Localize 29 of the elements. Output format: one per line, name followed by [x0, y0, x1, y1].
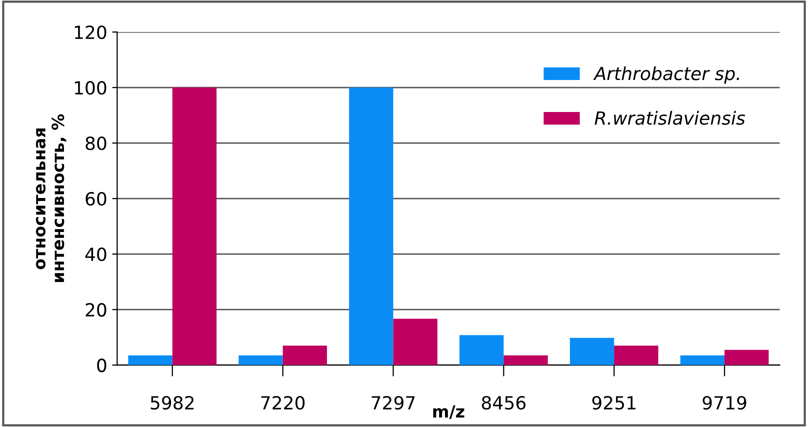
x-tick-label: 5982: [150, 396, 194, 410]
y-tick-label: 120: [74, 25, 106, 40]
bar: [128, 355, 172, 366]
y-axis-title: относительная интенсивность, %: [36, 114, 66, 282]
y-tick-label: 60: [86, 192, 106, 206]
bar: [570, 338, 614, 366]
legend-label: R.wratislaviensis: [594, 110, 746, 125]
bar: [614, 346, 658, 366]
x-tick-label: 9251: [592, 396, 636, 410]
x-tick-label: 9719: [702, 396, 746, 410]
bar: [349, 88, 394, 366]
y-tick-label: 20: [86, 303, 106, 317]
bar: [393, 318, 438, 366]
x-axis-title: m/z: [433, 405, 464, 419]
y-tick-label: 80: [86, 136, 106, 150]
bar: [238, 355, 283, 366]
legend-label: Arthrobacter sp.: [593, 66, 739, 84]
x-tick-label: 7220: [261, 396, 305, 410]
y-tick-label: 100: [74, 80, 106, 95]
bar: [172, 88, 217, 366]
y-tick-label: 0: [97, 358, 106, 372]
x-tick-label: 8456: [482, 396, 526, 410]
bar: [459, 335, 504, 366]
y-tick-label: 40: [85, 248, 106, 262]
bar: [724, 350, 769, 366]
bar: [504, 355, 548, 366]
bar: [282, 346, 327, 366]
x-tick-label: 7297: [372, 396, 415, 410]
bar: [680, 355, 725, 366]
